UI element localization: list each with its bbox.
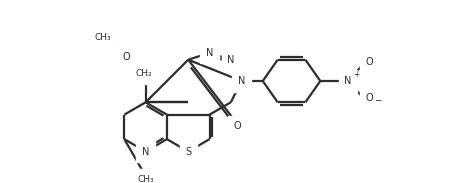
Text: N: N	[227, 55, 235, 65]
Text: CH₃: CH₃	[137, 175, 154, 183]
Text: N: N	[344, 76, 352, 86]
Text: N: N	[142, 147, 149, 156]
Text: O: O	[123, 51, 130, 61]
Text: O: O	[234, 121, 241, 131]
Text: +: +	[353, 70, 359, 79]
Text: CH₃: CH₃	[95, 33, 111, 42]
Text: N: N	[238, 76, 245, 86]
Text: CH₂: CH₂	[135, 69, 152, 78]
Text: O: O	[365, 57, 373, 68]
Text: N: N	[206, 48, 213, 58]
Text: O: O	[365, 94, 373, 103]
Text: S: S	[185, 147, 191, 156]
Text: −: −	[374, 95, 382, 104]
